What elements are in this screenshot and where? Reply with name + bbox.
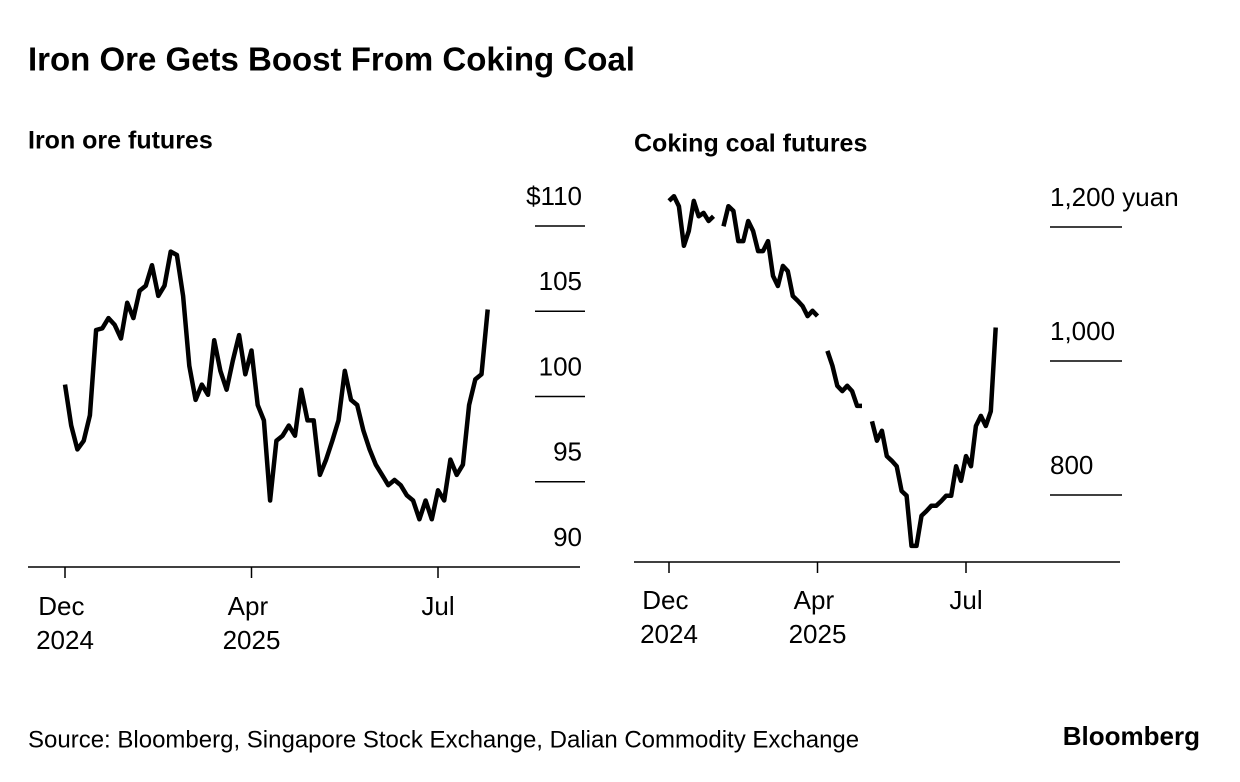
- page-title: Iron Ore Gets Boost From Coking Coal: [28, 41, 635, 78]
- x-tick-label-line: Apr: [228, 591, 276, 621]
- x-tick-label: Dec 2024: [36, 591, 94, 655]
- y-tick-label: 90: [553, 522, 582, 552]
- source-note: Source: Bloomberg, Singapore Stock Excha…: [28, 726, 859, 753]
- x-tick-label-line: Dec: [642, 585, 695, 615]
- y-tick-label: 105: [539, 266, 582, 296]
- x-tick-label-line: 2025: [223, 625, 281, 655]
- data-line: [667, 193, 998, 549]
- x-tick-label-line: 2024: [640, 619, 698, 649]
- x-tick-label-line: Apr: [794, 585, 842, 615]
- y-tick-label: $110: [526, 181, 582, 211]
- y-tick-label: 1,200 yuan: [1050, 182, 1179, 212]
- x-tick-label-line: 2024: [36, 625, 94, 655]
- chart-subtitle: Iron ore futures: [28, 127, 213, 155]
- x-tick-label: Jul: [949, 585, 982, 615]
- x-tick-label: Jul: [421, 591, 454, 621]
- x-tick-label: Apr 2025: [789, 585, 847, 649]
- chart-subtitle: Coking coal futures: [634, 130, 867, 158]
- x-tick-label-line: Dec: [38, 591, 91, 621]
- y-tick-label: 100: [539, 351, 582, 381]
- x-tick-label: Apr 2025: [223, 591, 281, 655]
- y-tick-label: 1,000: [1050, 316, 1115, 346]
- y-tick-label: 800: [1050, 450, 1093, 480]
- x-tick-label: Dec 2024: [640, 585, 698, 649]
- data-line: [62, 249, 490, 522]
- y-tick-label: 95: [553, 437, 582, 467]
- x-tick-label-line: Jul: [949, 585, 982, 615]
- x-tick-label-line: 2025: [789, 619, 847, 649]
- x-tick-label-line: Jul: [421, 591, 454, 621]
- logo: Bloomberg: [1063, 721, 1200, 751]
